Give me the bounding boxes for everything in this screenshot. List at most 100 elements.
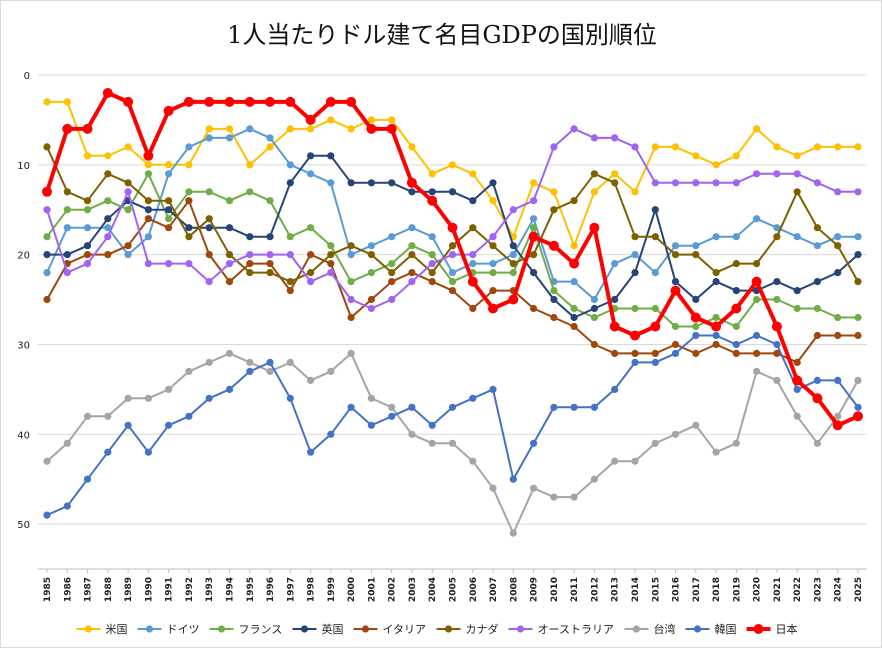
data-point [590,170,599,178]
data-point [489,179,497,187]
data-point [144,260,152,268]
data-point [104,251,112,259]
x-tick-label: 2010 [550,577,560,602]
data-point [347,278,355,286]
data-point [286,394,294,402]
data-point [570,322,578,331]
data-point [367,242,375,250]
data-point [307,448,315,456]
data-point [732,233,740,241]
data-point [428,251,436,259]
x-tick-label: 1985 [43,577,53,602]
data-point [307,376,315,384]
x-tick-label: 2008 [509,577,519,602]
data-point [347,179,355,187]
data-point [347,295,355,304]
data-point [773,349,781,357]
data-point [530,439,538,447]
x-tick-label: 2012 [590,577,600,602]
data-point [651,179,659,187]
data-point [631,269,639,277]
x-tick-label: 2000 [347,577,357,602]
data-point [773,143,781,151]
data-point [205,358,213,366]
data-point [712,233,720,241]
legend-swatch-marker [516,625,525,633]
x-tick-label: 1987 [84,577,94,602]
data-point [104,215,112,223]
series-8 [43,349,862,537]
data-point [43,511,51,519]
x-tick-label: 2014 [631,577,641,602]
data-point [671,242,680,250]
data-point [347,403,355,411]
data-point [509,206,517,214]
data-point [631,188,639,196]
data-point [447,222,458,233]
x-tick-label: 2023 [813,577,823,602]
data-point [793,188,801,196]
data-point [712,278,720,286]
data-point [793,385,801,393]
data-point [690,312,701,323]
data-point [550,493,558,501]
data-point [530,304,538,313]
data-point [225,278,234,286]
x-tick-label: 1995 [246,577,256,602]
data-point [408,403,416,411]
data-point [611,179,619,187]
data-point [246,161,254,169]
data-point [428,170,436,178]
data-point [83,206,92,214]
data-point [732,349,740,357]
data-point [165,421,173,429]
data-point [408,430,416,438]
legend-label: 日本 [776,622,798,636]
x-tick-label: 1997 [286,577,296,602]
data-point [327,251,335,259]
legend-item: 英国 [292,622,344,636]
data-point [489,484,497,492]
legend-item: オーストラリア [508,623,614,636]
data-point [325,96,336,107]
data-point [509,475,517,483]
data-point [651,304,659,313]
legend-label: 米国 [106,623,128,636]
data-point [631,349,639,357]
data-point [813,439,822,447]
data-point [570,125,578,133]
data-point [570,242,578,250]
data-point [550,295,558,304]
data-point [428,188,436,196]
data-point [854,331,862,340]
x-tick-label: 2015 [651,577,661,602]
legend-swatch-marker [444,625,453,633]
series-1 [43,98,862,250]
data-point [388,295,396,304]
data-point [367,421,375,429]
data-point [246,269,254,277]
data-point [813,242,822,250]
data-point [367,394,375,402]
y-tick-label: 30 [17,340,30,351]
data-point [185,224,193,232]
data-point [104,170,112,178]
data-point [406,177,417,188]
x-tick-label: 2007 [489,577,499,602]
data-point [793,287,801,295]
data-point [63,98,71,106]
data-point [651,143,659,151]
data-point [62,123,73,134]
data-point [185,143,193,151]
data-point [63,502,71,510]
data-point [165,260,173,268]
data-point [671,349,680,357]
series-9 [43,331,862,519]
x-tick-label: 1998 [307,577,317,602]
data-point [42,186,52,197]
data-point [469,197,477,205]
chart-title: 1人当たりドル建て名目GDPの国別順位 [227,21,657,49]
data-point [773,224,781,232]
data-point [428,439,436,447]
data-point [467,276,478,287]
